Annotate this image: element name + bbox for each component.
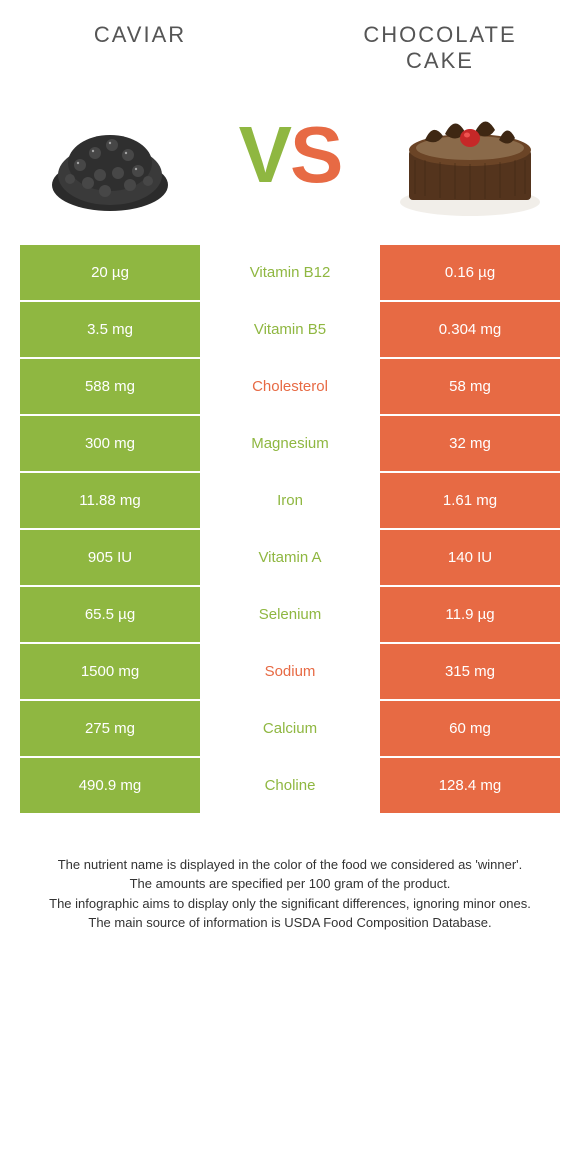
value-left: 1500 mg <box>20 644 200 699</box>
table-row: 20 µgVitamin B120.16 µg <box>20 245 560 300</box>
table-row: 275 mgCalcium60 mg <box>20 701 560 756</box>
value-right: 128.4 mg <box>380 758 560 813</box>
value-right: 32 mg <box>380 416 560 471</box>
value-left: 20 µg <box>20 245 200 300</box>
footer: The nutrient name is displayed in the co… <box>0 815 580 933</box>
value-left: 300 mg <box>20 416 200 471</box>
nutrient-label: Iron <box>200 473 380 528</box>
table-row: 3.5 mgVitamin B50.304 mg <box>20 302 560 357</box>
caviar-image <box>30 85 190 225</box>
table-row: 300 mgMagnesium32 mg <box>20 416 560 471</box>
value-right: 11.9 µg <box>380 587 560 642</box>
table-row: 490.9 mgCholine128.4 mg <box>20 758 560 813</box>
vs-v: V <box>239 109 290 201</box>
nutrient-label: Magnesium <box>200 416 380 471</box>
header-left: CAVIAR <box>40 22 240 75</box>
nutrient-label: Vitamin B12 <box>200 245 380 300</box>
value-left: 588 mg <box>20 359 200 414</box>
nutrient-label: Selenium <box>200 587 380 642</box>
value-right: 1.61 mg <box>380 473 560 528</box>
value-left: 11.88 mg <box>20 473 200 528</box>
table-row: 1500 mgSodium315 mg <box>20 644 560 699</box>
footer-line-2: The amounts are specified per 100 gram o… <box>30 874 550 894</box>
nutrient-label: Vitamin A <box>200 530 380 585</box>
nutrient-label: Choline <box>200 758 380 813</box>
value-right: 315 mg <box>380 644 560 699</box>
footer-line-1: The nutrient name is displayed in the co… <box>30 855 550 875</box>
table-row: 905 IUVitamin A140 IU <box>20 530 560 585</box>
value-left: 275 mg <box>20 701 200 756</box>
value-right: 0.304 mg <box>380 302 560 357</box>
vs-row: VS <box>0 75 580 245</box>
cake-image <box>390 85 550 225</box>
nutrient-label: Vitamin B5 <box>200 302 380 357</box>
nutrient-label: Sodium <box>200 644 380 699</box>
value-left: 3.5 mg <box>20 302 200 357</box>
table-row: 65.5 µgSelenium11.9 µg <box>20 587 560 642</box>
footer-line-4: The main source of information is USDA F… <box>30 913 550 933</box>
value-left: 905 IU <box>20 530 200 585</box>
value-right: 58 mg <box>380 359 560 414</box>
nutrient-label: Cholesterol <box>200 359 380 414</box>
nutrient-label: Calcium <box>200 701 380 756</box>
table-row: 588 mgCholesterol58 mg <box>20 359 560 414</box>
value-right: 0.16 µg <box>380 245 560 300</box>
header: CAVIAR CHOCOLATE CAKE <box>0 0 580 75</box>
footer-line-3: The infographic aims to display only the… <box>30 894 550 914</box>
nutrient-table: 20 µgVitamin B120.16 µg3.5 mgVitamin B50… <box>20 245 560 813</box>
value-right: 60 mg <box>380 701 560 756</box>
table-row: 11.88 mgIron1.61 mg <box>20 473 560 528</box>
header-right: CHOCOLATE CAKE <box>340 22 540 75</box>
vs-s: S <box>290 109 341 201</box>
value-left: 490.9 mg <box>20 758 200 813</box>
vs-label: VS <box>239 109 342 201</box>
value-left: 65.5 µg <box>20 587 200 642</box>
value-right: 140 IU <box>380 530 560 585</box>
